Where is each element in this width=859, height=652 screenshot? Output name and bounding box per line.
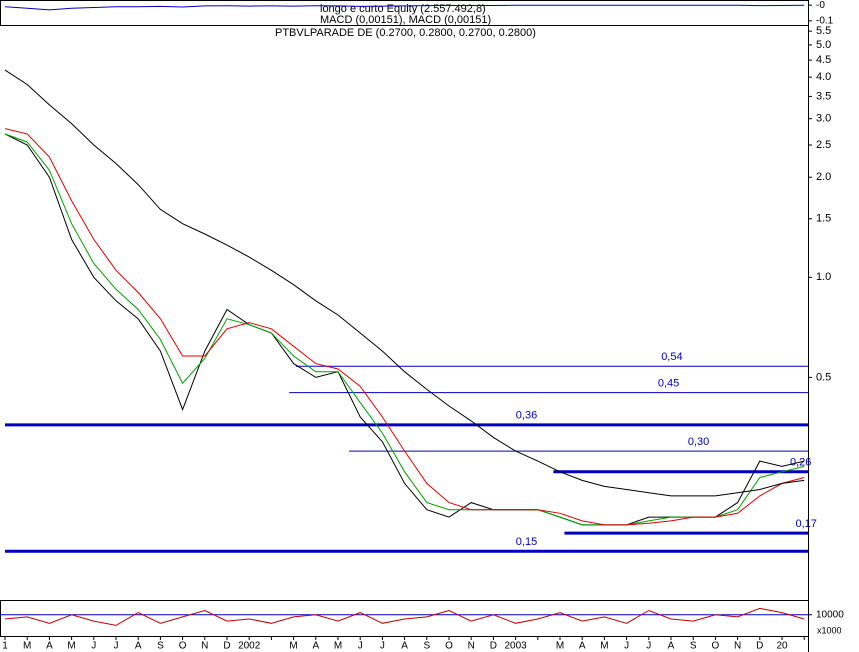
x-tick-label: O <box>179 641 187 652</box>
y-tick-label: 4.0 <box>816 71 831 83</box>
x-tick-label: S <box>423 641 430 652</box>
x-tick-label: M <box>556 641 564 652</box>
x-tick-label: 2003 <box>504 641 527 652</box>
y-tick-label: 2.0 <box>816 171 831 183</box>
y-tick-label: -0.1 <box>816 15 834 26</box>
x-tick-label: M <box>289 641 297 652</box>
chart-title: PTBVLPARADE DE (0.2700, 0.2800, 0.2700, … <box>275 27 536 39</box>
series-line <box>4 128 805 526</box>
level-label: 0,17 <box>796 518 817 530</box>
x-tick-label: O <box>445 641 453 652</box>
y-tick-label: 5.5 <box>816 25 831 37</box>
x-tick-label: 20 <box>776 641 788 652</box>
legend-text: MACD (0,00151), MACD (0,00151) <box>320 14 491 26</box>
x-tick-label: A <box>135 641 142 652</box>
x-tick-label: A <box>46 641 53 652</box>
y-tick-label: 0.5 <box>816 371 831 383</box>
x-tick-label: J <box>114 641 119 652</box>
x-tick-label: J <box>358 641 363 652</box>
x-tick-label: A <box>401 641 408 652</box>
x-tick-label: A <box>312 641 319 652</box>
y-tick-label: 1.5 <box>816 213 831 225</box>
level-label: 0,15 <box>516 536 537 548</box>
y-tick-label: -0 <box>816 0 825 11</box>
x-tick-label: 2002 <box>238 641 261 652</box>
x-tick-label: J <box>380 641 385 652</box>
x-tick-label: A <box>668 641 675 652</box>
x-tick-label: D <box>223 641 230 652</box>
y-tick-label: 2.5 <box>816 139 831 151</box>
x-tick-label: N <box>468 641 475 652</box>
x-tick-label: O <box>712 641 720 652</box>
x-tick-label: A <box>579 641 586 652</box>
x-tick-label: M <box>67 641 75 652</box>
x-tick-label: D <box>756 641 763 652</box>
series-line <box>4 133 805 526</box>
x-tick-label: S <box>690 641 697 652</box>
series-line <box>4 4 805 11</box>
x-tick-label: J <box>91 641 96 652</box>
y-tick-label: 1.0 <box>816 271 831 283</box>
level-label: 0,26 <box>790 457 811 469</box>
level-label: 0,45 <box>658 378 679 390</box>
unit-label: x1000 <box>817 625 842 635</box>
x-tick-label: J <box>646 641 651 652</box>
series-line <box>4 69 805 497</box>
x-tick-label: D <box>490 641 497 652</box>
y-tick-label: 5.0 <box>816 39 831 51</box>
level-label: 0,30 <box>688 436 709 448</box>
y-tick-label: 10000 <box>816 609 844 620</box>
level-label: 0,36 <box>516 410 537 422</box>
y-tick-label: 3.0 <box>816 113 831 125</box>
y-tick-label: 3.5 <box>816 90 831 102</box>
series-line <box>4 607 805 626</box>
x-tick-label: N <box>734 641 741 652</box>
level-label: 0,54 <box>661 351 682 363</box>
x-tick-label: 1 <box>2 641 8 652</box>
y-tick-label: 4.5 <box>816 54 831 66</box>
x-tick-label: M <box>23 641 31 652</box>
x-tick-label: M <box>600 641 608 652</box>
x-tick-label: J <box>624 641 629 652</box>
x-tick-label: N <box>201 641 208 652</box>
x-tick-label: M <box>334 641 342 652</box>
x-tick-label: S <box>157 641 164 652</box>
